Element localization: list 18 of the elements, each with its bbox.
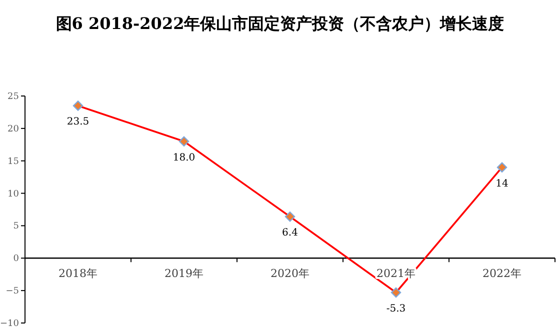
text: 23.5: [66, 116, 90, 128]
y-tick-label: 15: [8, 156, 20, 167]
x-tick-label: 2020年: [270, 267, 310, 280]
x-tick-label: 2019年: [164, 267, 204, 280]
text: 18.0: [172, 152, 196, 164]
title: 图6 2018-2022年保山市固定资产投资（不含农户）增长速度: [54, 13, 506, 35]
y-tick-label: 20: [8, 124, 20, 134]
x-tick-label: 2018年: [58, 267, 98, 280]
y-tick-label: 5: [13, 222, 20, 232]
y-tick-label: 0: [13, 254, 20, 264]
text: 6.4: [282, 228, 298, 239]
text: 14: [496, 178, 508, 190]
y-tick-label: −5: [6, 286, 20, 297]
x-tick-label: 2022年: [482, 267, 522, 280]
y-tick-label: −10: [0, 319, 20, 329]
y-tick-label: 25: [8, 92, 20, 102]
text: -5.3: [386, 304, 406, 315]
y-tick-label: 10: [8, 189, 20, 200]
